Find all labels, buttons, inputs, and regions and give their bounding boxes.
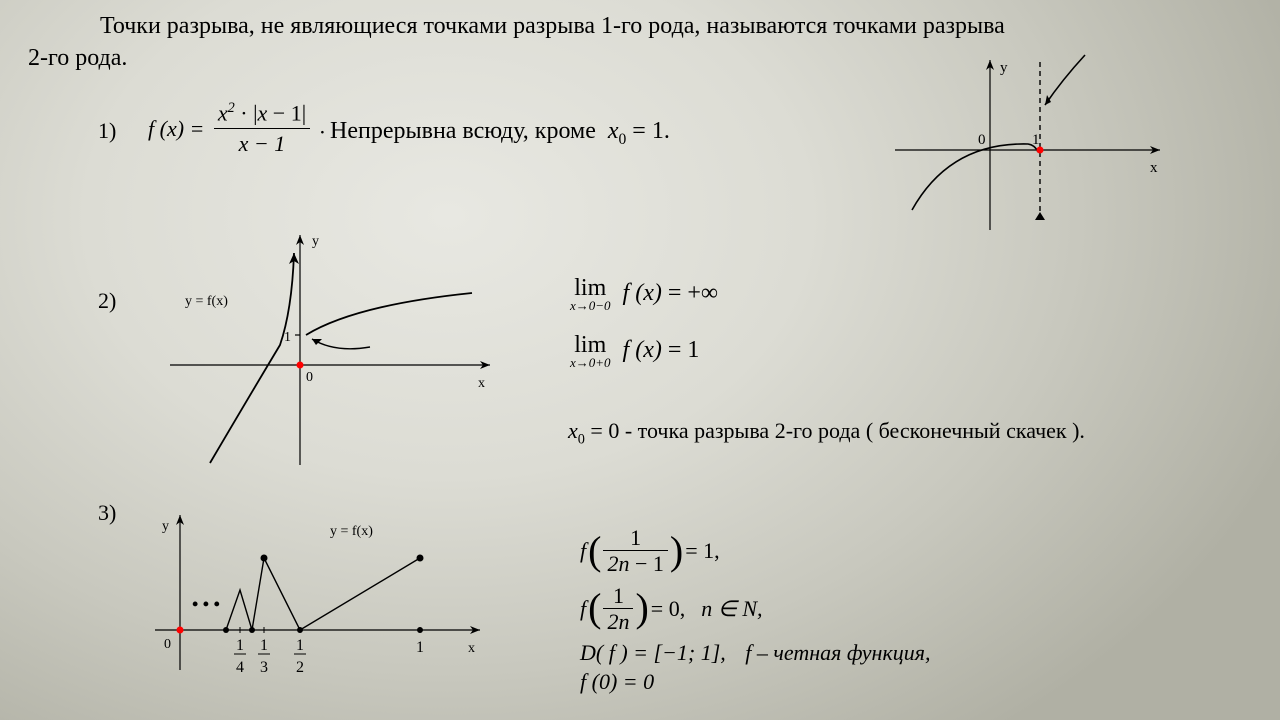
tick-1: 1 <box>1032 132 1040 148</box>
origin-label: 0 <box>306 370 313 385</box>
intro-paragraph: Точки разрыва, не являющиеся точками раз… <box>100 10 1005 75</box>
item1-formula: f (x) = x2 · |x − 1| x − 1 . <box>148 100 325 157</box>
item3-formulas: f ( 1 2n − 1 ) = 1, f ( 1 2n ) = 0, n ∈ … <box>580 525 931 695</box>
fn-label: y = f(x) <box>185 294 228 309</box>
origin-label: 0 <box>978 132 986 148</box>
item1-statement: Непрерывна всюду, кроме x0 = 1. <box>330 118 670 149</box>
fn-label: y = f(x) <box>330 524 373 539</box>
item3-number: 3) <box>98 500 116 526</box>
svg-text:1: 1 <box>416 639 424 656</box>
item2-number: 2) <box>98 288 116 314</box>
discontinuity-point-icon <box>1037 147 1044 154</box>
y-axis-label: y <box>312 234 319 249</box>
x-axis-label: x <box>1150 160 1158 176</box>
origin-label: 0 <box>164 637 171 652</box>
item2-conclusion: x0 = 0 - точка разрыва 2-го рода ( беско… <box>568 418 1085 448</box>
svg-text:4: 4 <box>236 659 244 676</box>
y-axis-label: y <box>162 519 169 534</box>
svg-text:1: 1 <box>260 637 268 654</box>
svg-text:1: 1 <box>296 637 304 654</box>
svg-text:2: 2 <box>296 659 304 676</box>
svg-text:1: 1 <box>236 637 244 654</box>
discontinuity-point-icon <box>177 627 184 634</box>
item1-number: 1) <box>98 118 116 144</box>
x-axis-label: x <box>468 641 475 656</box>
intro-line1: Точки разрыва, не являющиеся точками раз… <box>100 13 1005 39</box>
svg-text:3: 3 <box>260 659 268 676</box>
dots-label: • • • <box>192 594 220 614</box>
x-axis-label: x <box>478 376 485 391</box>
discontinuity-point-icon <box>297 362 304 369</box>
item2-limit-right: lim x→0+0 f (x) = 1 <box>570 332 699 371</box>
item1-graph: 0 y x 1 <box>880 55 1180 255</box>
y-axis-label: y <box>1000 60 1008 76</box>
item3-graph: 0 y x y = f(x) • • • 1 4 1 3 <box>140 500 520 710</box>
item2-limit-left: lim x→0−0 f (x) = +∞ <box>570 275 718 314</box>
one-label: 1 <box>284 330 291 345</box>
intro-line2: 2-го рода. <box>28 45 127 71</box>
item2-graph: x y 0 y = f(x) 1 <box>130 215 510 475</box>
